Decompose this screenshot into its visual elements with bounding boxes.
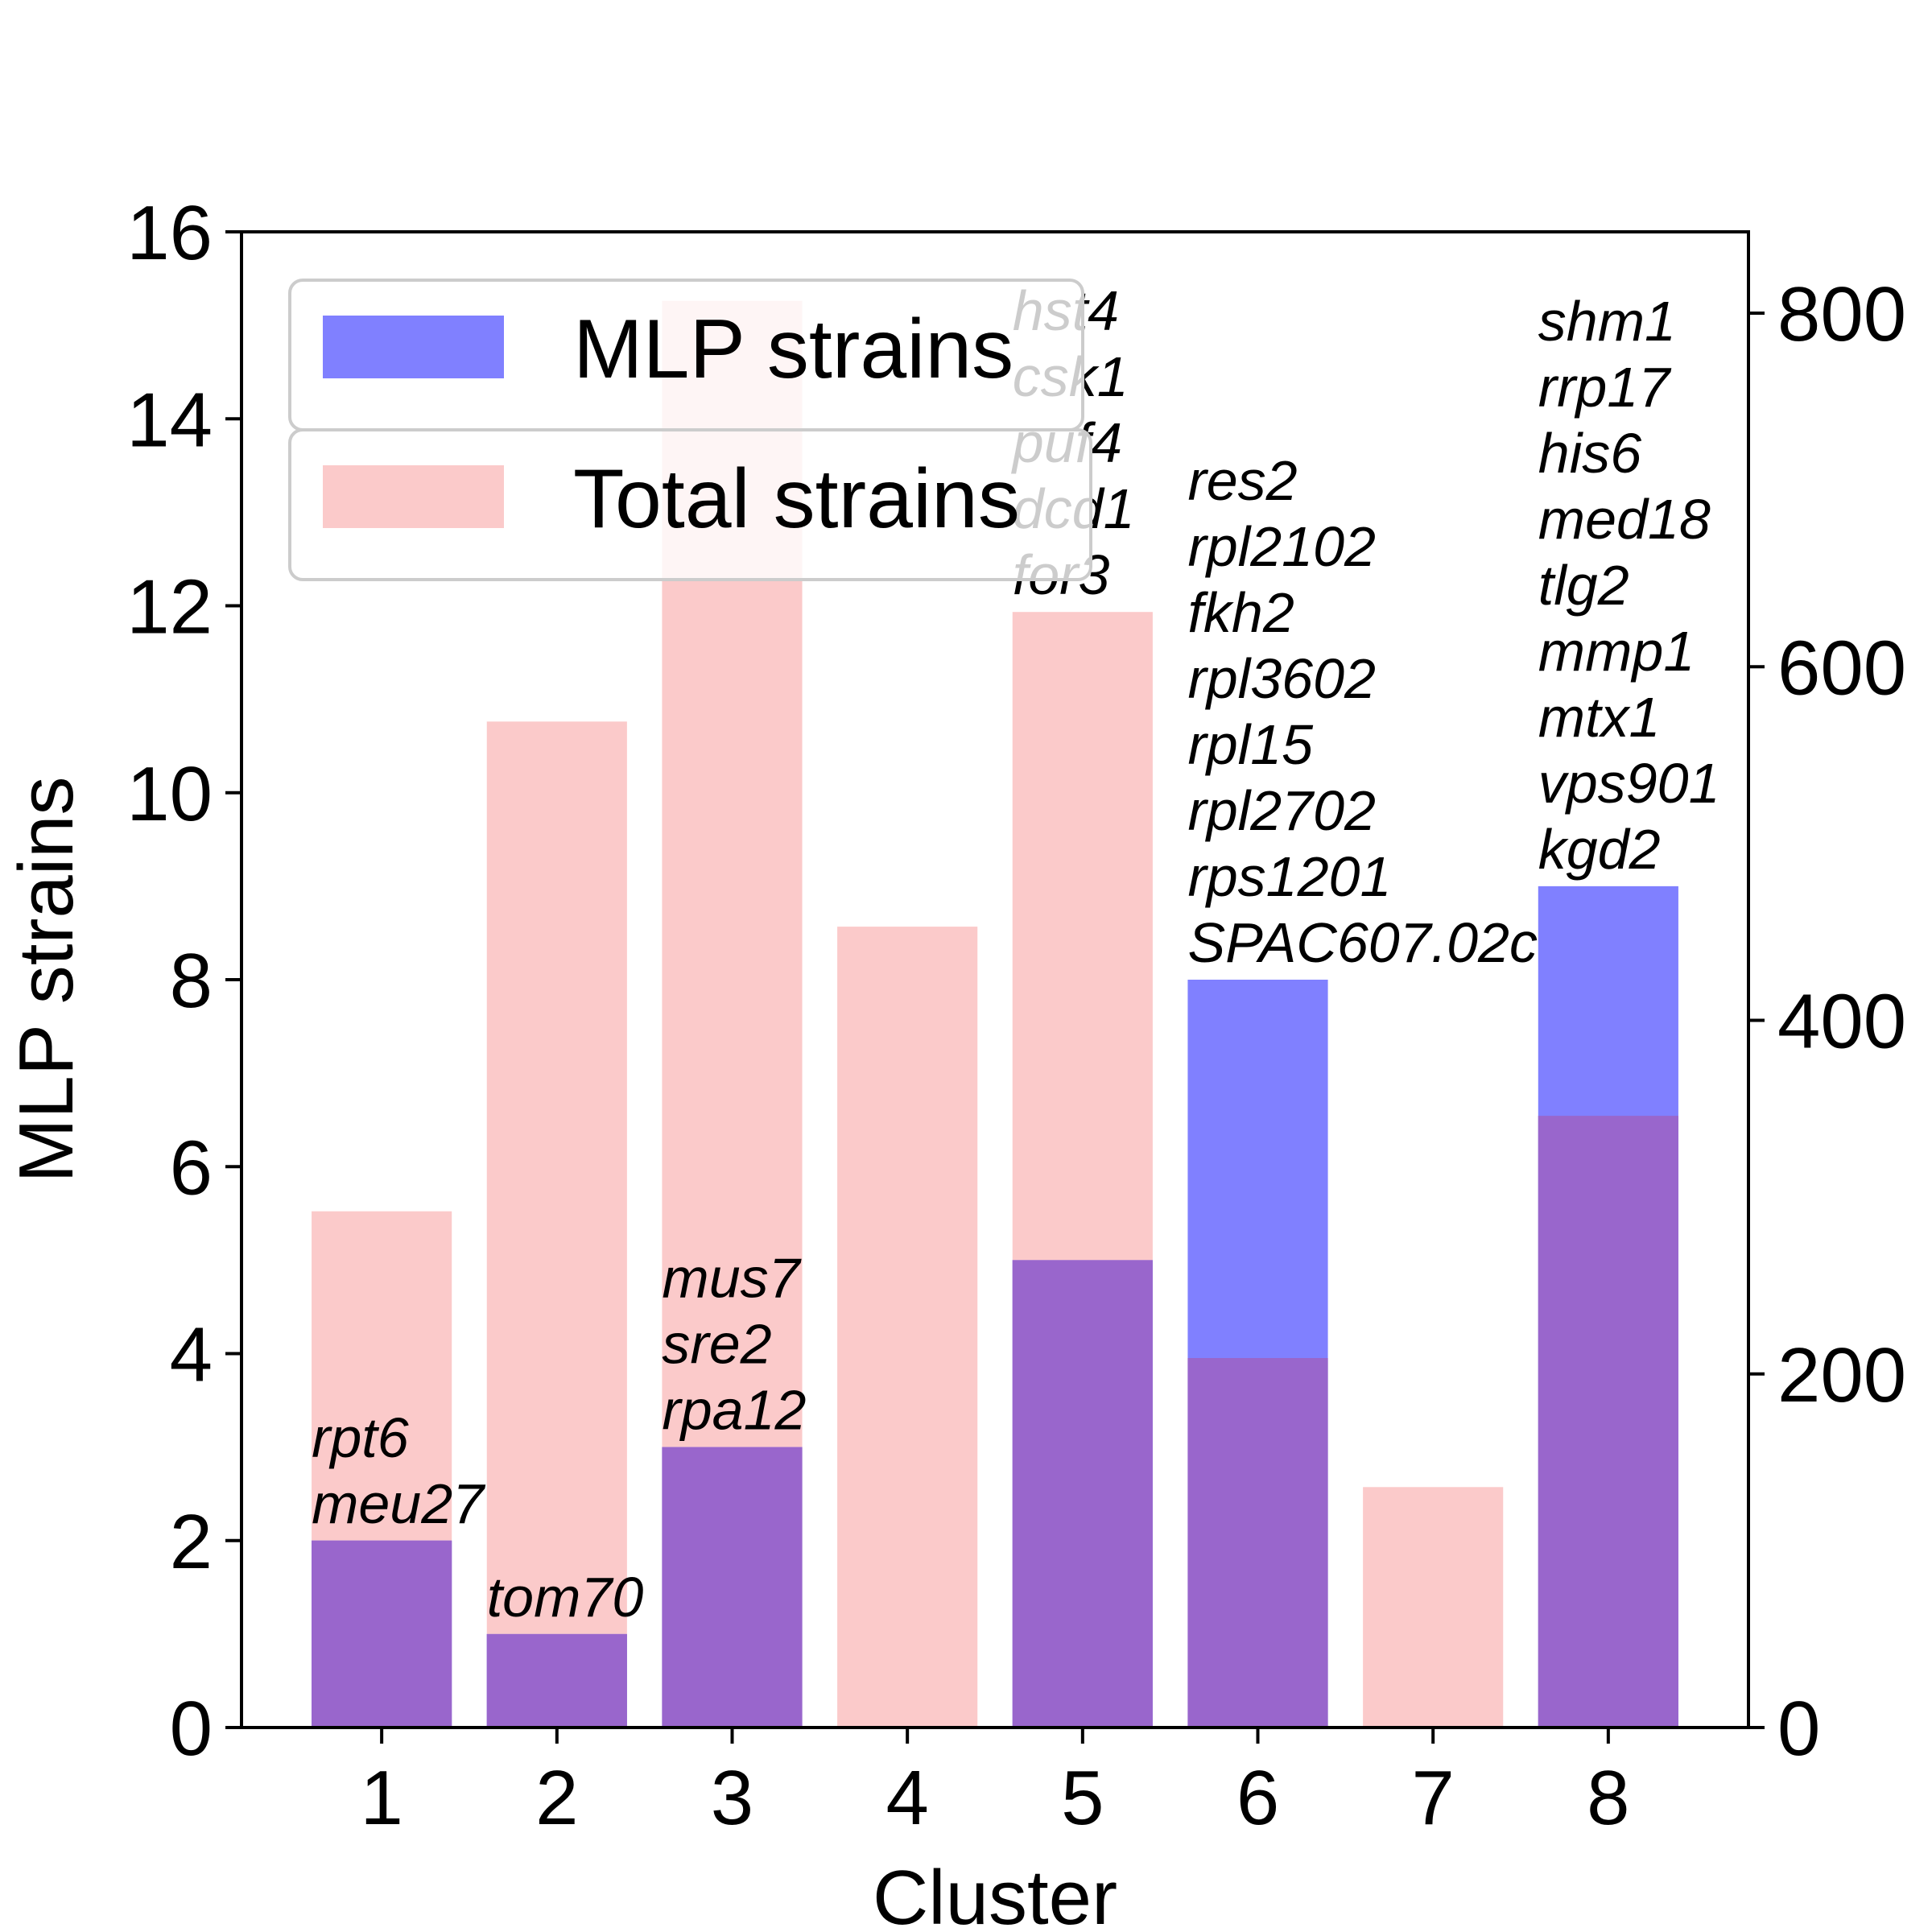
gene-label: rpl2702 xyxy=(1187,779,1376,842)
gene-label: med18 xyxy=(1538,488,1711,551)
left-y-axis: 0 2 4 6 8 10 12 14 16 xyxy=(126,190,242,1772)
overlap-bar-cluster-8 xyxy=(1538,1116,1678,1728)
gene-label: meu27 xyxy=(312,1472,486,1535)
right-y-axis: 0 200 400 600 800 xyxy=(1748,271,1906,1772)
x-axis: 1 2 3 4 5 6 7 8 xyxy=(360,1728,1630,1841)
gene-label: mtx1 xyxy=(1538,686,1661,749)
x-tick-label: 2 xyxy=(535,1755,578,1841)
y-tick-label: 4 xyxy=(170,1312,213,1398)
gene-label: mus7 xyxy=(662,1247,802,1310)
gene-label: shm1 xyxy=(1538,290,1676,353)
total-bar-cluster-4 xyxy=(837,927,978,1728)
gene-label: mmp1 xyxy=(1538,620,1695,683)
y-tick-label: 16 xyxy=(126,190,213,276)
x-tick-label: 4 xyxy=(886,1755,928,1841)
gene-label: SPAC607.02c xyxy=(1187,911,1538,974)
gene-label: rpl15 xyxy=(1187,713,1314,776)
legend-total-label: Total strains xyxy=(573,452,1020,546)
gene-label: sre2 xyxy=(662,1313,771,1376)
x-tick-label: 3 xyxy=(711,1755,753,1841)
legend-total: Total strains xyxy=(288,428,1092,581)
gene-label: rps1201 xyxy=(1187,845,1391,908)
y-tick-label: 2 xyxy=(170,1499,213,1585)
overlap-bar-cluster-6 xyxy=(1187,1357,1328,1728)
y-tick-label: 8 xyxy=(170,938,213,1024)
legend-total-swatch xyxy=(323,465,504,528)
gene-label: rpl2102 xyxy=(1187,515,1376,578)
x-tick-label: 1 xyxy=(360,1755,402,1841)
y2-tick-label: 800 xyxy=(1777,271,1906,357)
gene-label: rrp17 xyxy=(1538,356,1672,419)
y-tick-label: 10 xyxy=(126,751,213,837)
gene-label: his6 xyxy=(1538,422,1641,485)
x-tick-label: 8 xyxy=(1587,1755,1629,1841)
overlap-bar-cluster-5 xyxy=(1012,1260,1153,1728)
total-bar-cluster-2 xyxy=(486,721,627,1728)
legend-mlp-label: MLP strains xyxy=(573,303,1013,396)
gene-label: vps901 xyxy=(1538,752,1720,815)
y-tick-label: 14 xyxy=(126,377,213,463)
gene-label: kgd2 xyxy=(1538,818,1661,881)
legend-mlp: MLP strains xyxy=(288,279,1084,431)
gene-label: rpl3602 xyxy=(1187,647,1376,710)
gene-label: tlg2 xyxy=(1538,554,1629,617)
y-tick-label: 6 xyxy=(170,1125,213,1211)
gene-label: fkh2 xyxy=(1187,581,1294,644)
y2-tick-label: 400 xyxy=(1777,979,1906,1065)
gene-label: rpt6 xyxy=(312,1406,409,1469)
gene-label: res2 xyxy=(1187,449,1297,512)
y2-tick-label: 0 xyxy=(1777,1686,1820,1772)
gene-label: rpa12 xyxy=(662,1379,806,1442)
y-axis-title: MLP strains xyxy=(3,776,89,1183)
overlap-bar-cluster-2 xyxy=(486,1633,627,1728)
overlap-bars xyxy=(312,1116,1678,1728)
overlap-bar-cluster-1 xyxy=(312,1540,452,1728)
x-axis-title: Cluster xyxy=(873,1855,1117,1932)
gene-annotations: rpt6meu27tom70mus7sre2rpa12hst4csk1puf4d… xyxy=(312,279,1719,1629)
total-bar-cluster-7 xyxy=(1363,1487,1504,1728)
y-tick-label: 0 xyxy=(170,1686,213,1772)
y2-tick-label: 200 xyxy=(1777,1332,1906,1418)
x-tick-label: 5 xyxy=(1061,1755,1104,1841)
x-tick-label: 7 xyxy=(1411,1755,1454,1841)
gene-label: tom70 xyxy=(487,1566,644,1629)
y2-tick-label: 600 xyxy=(1777,625,1906,711)
legend-mlp-swatch xyxy=(323,316,504,378)
y-tick-label: 12 xyxy=(126,564,213,650)
overlap-bar-cluster-3 xyxy=(662,1447,803,1728)
x-tick-label: 6 xyxy=(1236,1755,1279,1841)
